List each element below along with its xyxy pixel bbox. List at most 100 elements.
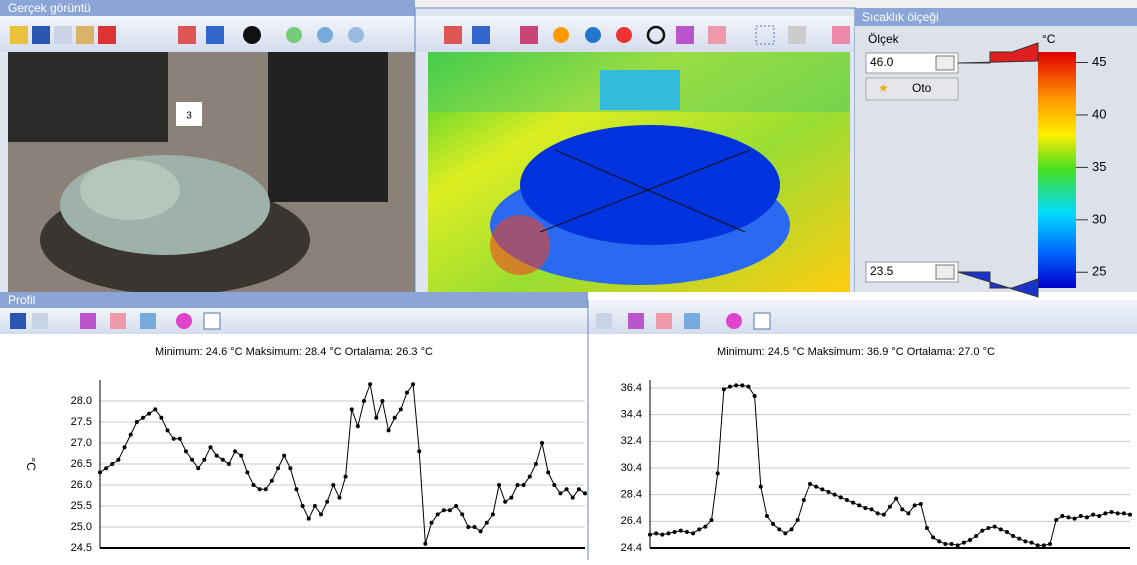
profile-point [673,530,677,534]
icon[interactable] [616,27,632,43]
icon[interactable] [140,313,156,329]
profile-point [851,501,855,505]
profile-point [1073,517,1077,521]
profile-point [233,449,237,453]
thermal-region [490,215,550,275]
tick-label: 40 [1092,106,1106,121]
profile-point [350,407,354,411]
profile-point [411,382,415,386]
icon[interactable] [656,313,672,329]
profile-point [98,470,102,474]
icon[interactable] [754,313,770,329]
icon[interactable] [317,27,333,43]
y-tick-label: 30.4 [621,462,642,474]
icon[interactable] [708,26,726,44]
icon[interactable] [178,26,196,44]
profile-point [734,383,738,387]
profile-point [540,441,544,445]
stats: Minimum: 24.6 °C Maksimum: 28.4 °C Ortal… [155,346,433,358]
profile-point [882,513,886,517]
profile-point [313,504,317,508]
profile-point [153,407,157,411]
y-tick-label: 24.5 [71,542,92,554]
profile-point [648,533,652,537]
photo: 3 [8,52,415,295]
y-tick-label: 36.4 [621,382,642,394]
profile-point [221,458,225,462]
profile-point [497,483,501,487]
profile-point [454,504,458,508]
profile-point [999,527,1003,531]
profile-point [962,541,966,545]
pot [8,52,168,142]
profile-point [1054,518,1058,522]
icon[interactable] [32,26,50,44]
tick-label: 30 [1092,211,1106,226]
profile-point [1017,537,1021,541]
icon[interactable] [204,313,220,329]
profile-point [331,483,335,487]
icon[interactable] [286,27,302,43]
icon[interactable] [684,313,700,329]
icon[interactable] [553,27,569,43]
profile-point [863,506,867,510]
panel-title: Profil [8,293,35,307]
icon[interactable] [80,313,96,329]
icon[interactable] [832,26,850,44]
icon[interactable] [10,313,26,329]
icon[interactable] [243,26,261,44]
icon[interactable] [54,26,72,44]
profile-point [845,498,849,502]
icon[interactable] [628,313,644,329]
profile-point [1085,515,1089,519]
min-value: 23.5 [870,264,894,278]
profile-point [900,507,904,511]
profile-point [387,428,391,432]
profile-point [436,512,440,516]
profile-point [565,487,569,491]
icon[interactable] [176,313,192,329]
profile-point [479,529,483,533]
profile-point [577,487,581,491]
profile-point [876,511,880,515]
icon[interactable] [110,313,126,329]
profile-point [931,535,935,539]
icon[interactable] [32,313,48,329]
icon[interactable] [676,26,694,44]
icon[interactable] [520,26,538,44]
profile-point [282,454,286,458]
profile-point [839,495,843,499]
profile-point [691,531,695,535]
icon[interactable] [206,26,224,44]
y-tick-label: 27.0 [71,437,92,449]
profile-point [288,466,292,470]
profile-point [697,527,701,531]
profile-point [654,531,658,535]
icon[interactable] [10,26,28,44]
spinner[interactable] [936,265,954,279]
spinner[interactable] [936,56,954,70]
icon[interactable] [472,26,490,44]
icon[interactable] [444,26,462,44]
icon[interactable] [585,27,601,43]
tick-label: 45 [1092,54,1106,69]
profile-point [716,471,720,475]
profile-point [1048,542,1052,546]
profile-point [196,466,200,470]
icon[interactable] [76,26,94,44]
profile-point [123,445,127,449]
profile-point [227,462,231,466]
profile-point [509,496,513,500]
profile-point [380,399,384,403]
profile-point [337,496,341,500]
tick-label: 25 [1092,264,1106,279]
icon[interactable] [596,313,612,329]
icon[interactable] [788,26,806,44]
profile-point [1103,511,1107,515]
y-axis-label: °C [24,457,38,471]
y-tick-label: 25.0 [71,521,92,533]
icon[interactable] [348,27,364,43]
icon[interactable] [98,26,116,44]
profile-point [245,470,249,474]
icon[interactable] [726,313,742,329]
